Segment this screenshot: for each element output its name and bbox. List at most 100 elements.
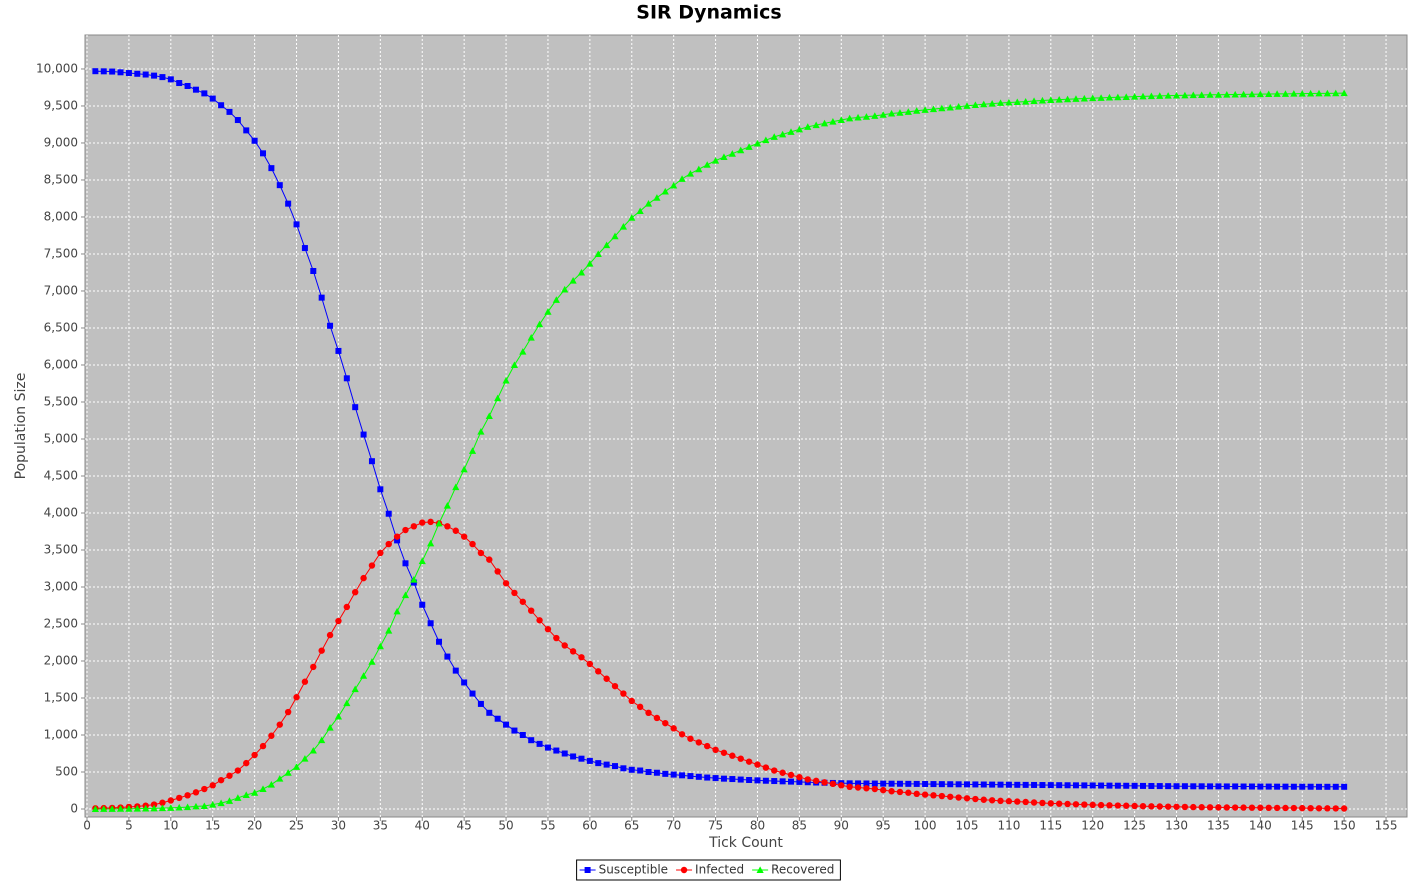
x-tick-label: 125 xyxy=(1123,819,1146,833)
marker xyxy=(728,150,736,157)
x-tick-label: 25 xyxy=(289,819,304,833)
marker xyxy=(503,721,510,728)
y-tick-label: 1,500 xyxy=(44,691,78,705)
marker xyxy=(1097,801,1105,809)
chart-title: SIR Dynamics xyxy=(636,2,781,24)
marker xyxy=(318,294,325,301)
marker xyxy=(770,133,778,140)
marker xyxy=(1282,804,1289,812)
marker xyxy=(653,194,661,201)
marker xyxy=(686,170,695,177)
marker xyxy=(436,638,443,645)
x-tick-label: 10 xyxy=(163,819,178,833)
marker xyxy=(1063,95,1072,103)
marker xyxy=(536,740,543,747)
marker xyxy=(963,795,971,802)
marker xyxy=(394,537,401,544)
marker xyxy=(276,775,284,782)
x-tick-label: 50 xyxy=(498,819,513,833)
marker xyxy=(1131,93,1139,100)
marker xyxy=(268,732,275,739)
x-tick-label: 20 xyxy=(247,819,262,833)
marker xyxy=(628,214,636,221)
marker xyxy=(183,803,192,811)
marker xyxy=(771,767,778,774)
marker xyxy=(1106,802,1113,809)
marker xyxy=(762,136,770,144)
marker xyxy=(1072,801,1080,808)
marker xyxy=(704,774,711,781)
marker xyxy=(670,181,678,189)
marker xyxy=(938,792,946,800)
marker xyxy=(1257,783,1264,790)
marker xyxy=(787,128,795,135)
marker xyxy=(410,523,418,530)
marker xyxy=(1081,801,1088,808)
marker xyxy=(511,589,518,597)
marker xyxy=(452,483,460,491)
legend-label: Infected xyxy=(695,863,744,877)
marker xyxy=(662,770,669,777)
x-tick-label: 100 xyxy=(914,819,937,833)
x-tick-label: 40 xyxy=(415,819,430,833)
legend-box xyxy=(576,859,841,881)
marker xyxy=(1114,93,1122,101)
marker xyxy=(787,771,795,779)
marker xyxy=(804,776,811,783)
marker xyxy=(888,788,895,795)
marker xyxy=(997,781,1004,788)
marker xyxy=(611,682,619,690)
marker xyxy=(1265,90,1273,98)
marker xyxy=(603,241,611,249)
marker xyxy=(309,746,317,754)
marker xyxy=(938,781,945,788)
marker xyxy=(1239,90,1248,98)
marker xyxy=(737,755,744,762)
marker xyxy=(91,805,99,813)
marker xyxy=(343,699,351,707)
y-tick-label: 8,500 xyxy=(44,172,78,186)
marker xyxy=(310,663,317,671)
marker xyxy=(1014,798,1021,805)
marker xyxy=(243,759,250,767)
marker xyxy=(1047,800,1055,807)
x-tick-label: 30 xyxy=(331,819,346,833)
marker xyxy=(410,575,418,583)
marker xyxy=(628,766,635,773)
marker xyxy=(1240,804,1247,811)
marker xyxy=(1324,783,1331,790)
marker xyxy=(788,778,795,785)
marker xyxy=(620,690,627,697)
marker xyxy=(756,866,764,873)
marker xyxy=(226,108,233,115)
marker xyxy=(536,617,543,624)
marker xyxy=(1131,802,1138,810)
marker xyxy=(746,776,753,783)
marker xyxy=(226,772,233,779)
marker xyxy=(620,765,627,772)
marker xyxy=(242,791,250,798)
marker xyxy=(838,782,845,789)
marker xyxy=(452,527,459,534)
marker xyxy=(167,797,175,804)
marker xyxy=(251,137,258,144)
marker xyxy=(535,320,544,328)
marker xyxy=(963,102,971,109)
marker xyxy=(720,153,728,161)
marker xyxy=(485,412,493,420)
marker xyxy=(930,781,937,788)
marker xyxy=(1223,804,1231,811)
marker xyxy=(695,165,703,173)
marker xyxy=(964,781,971,788)
marker xyxy=(1022,98,1030,105)
marker xyxy=(837,116,845,123)
marker xyxy=(326,724,334,731)
marker xyxy=(510,361,519,368)
marker xyxy=(812,121,820,129)
marker xyxy=(452,667,459,674)
marker xyxy=(1315,89,1323,97)
marker xyxy=(636,207,644,215)
marker xyxy=(125,70,132,77)
marker xyxy=(334,712,343,720)
marker xyxy=(468,447,477,454)
